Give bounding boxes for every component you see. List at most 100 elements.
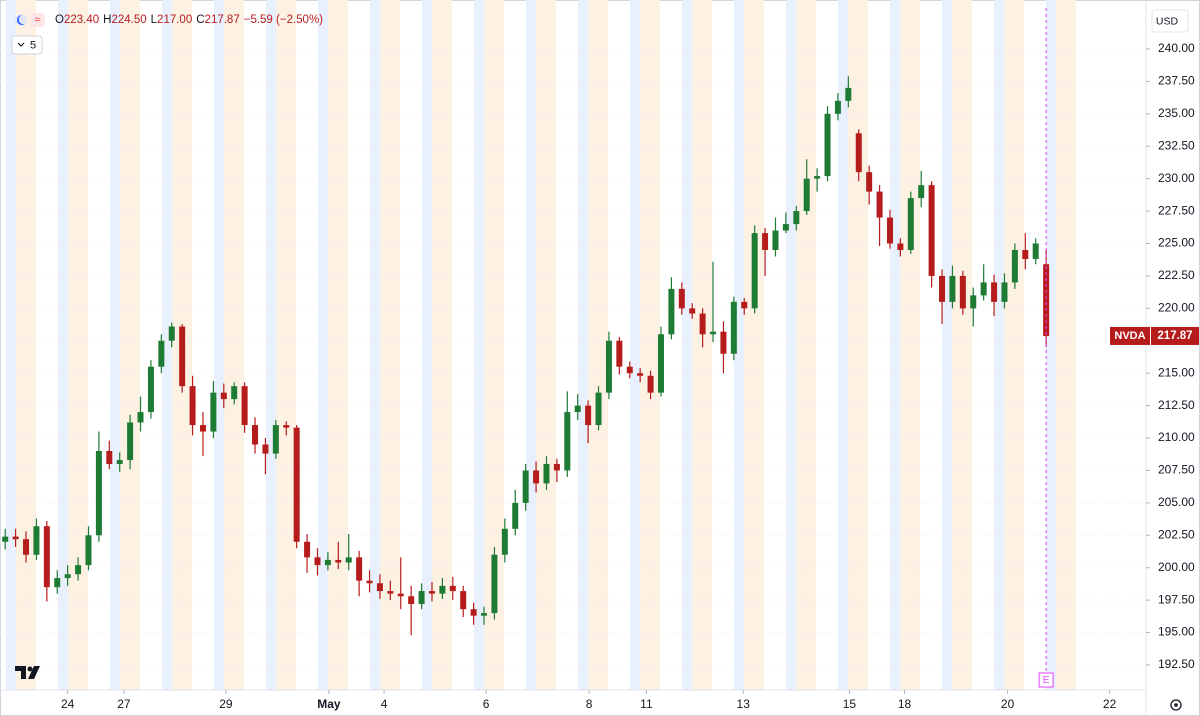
x-tick-label: May — [317, 697, 341, 711]
candle-body — [439, 585, 446, 594]
candle-body — [970, 295, 977, 309]
candle-body — [793, 211, 800, 225]
currency-button[interactable]: USD — [1151, 9, 1189, 33]
afterhours-band — [952, 0, 972, 690]
y-tick-label: 192.50 — [1158, 657, 1195, 671]
candle-body — [376, 583, 383, 592]
premarket-band — [214, 0, 224, 690]
candle-body — [54, 578, 61, 588]
chevron — [17, 42, 25, 47]
y-tick-label: 202.50 — [1158, 527, 1195, 541]
afterhours-band — [900, 0, 920, 690]
candle-body — [991, 282, 998, 302]
candle-body — [720, 331, 727, 354]
y-tick-label: 212.50 — [1158, 398, 1195, 412]
afterhours-band — [276, 0, 296, 690]
candle-body — [1001, 282, 1008, 302]
afterhours-band — [224, 0, 244, 690]
y-tick-label: 230.00 — [1158, 171, 1195, 185]
interval-box[interactable] — [11, 35, 43, 55]
candle-body — [345, 557, 352, 563]
y-tick-label: 197.50 — [1158, 592, 1195, 606]
candle-body — [397, 593, 404, 597]
x-tick-label: 22 — [1103, 697, 1117, 711]
candle-body — [866, 172, 873, 192]
premarket-band — [162, 0, 172, 690]
candle-body — [147, 366, 154, 413]
candle-body — [324, 559, 331, 566]
logo-dot — [27, 666, 33, 672]
afterhours-band — [120, 0, 140, 690]
premarket-band — [6, 0, 16, 690]
candle-body — [1032, 243, 1039, 260]
candle-body — [481, 613, 488, 616]
candle-body — [168, 326, 175, 341]
candle-body — [928, 185, 935, 276]
logo-v — [28, 666, 40, 679]
legend-value: 217.87 — [205, 14, 240, 26]
x-tick-label: 18 — [898, 697, 912, 711]
legend-value: 217.00 — [157, 14, 192, 26]
afterhours-band — [484, 0, 504, 690]
candle-body — [803, 178, 810, 212]
candle-body — [449, 585, 456, 592]
candle-body — [689, 308, 696, 314]
candle-body — [33, 526, 40, 555]
candle-body — [1011, 249, 1018, 283]
candle-body — [491, 554, 498, 614]
candle-body — [252, 425, 259, 445]
candle-body — [710, 331, 717, 335]
currency[interactable]: USD — [1156, 15, 1179, 27]
adj-icon — [30, 13, 45, 27]
candle-body — [387, 591, 394, 594]
x-tick-label: 20 — [1001, 697, 1015, 711]
candle-body — [678, 288, 685, 309]
candle-body — [522, 470, 529, 503]
premarket-band — [266, 0, 276, 690]
candle-body — [75, 565, 82, 575]
candle-body — [179, 326, 186, 387]
candle-body — [408, 596, 415, 605]
candle-body — [626, 366, 633, 374]
afterhours-band — [744, 0, 764, 690]
interval-button[interactable]: 5 — [11, 35, 43, 55]
premarket-band — [682, 0, 692, 690]
candle-body — [127, 422, 134, 461]
candle-body — [564, 412, 571, 471]
candle-body — [605, 340, 612, 393]
candle-body — [730, 301, 737, 354]
afterhours-band — [432, 0, 452, 690]
settings-button[interactable] — [1170, 699, 1182, 711]
y-tick-label: 200.00 — [1158, 560, 1195, 574]
afterhours-band — [848, 0, 868, 690]
y-tick-label: 225.00 — [1158, 236, 1195, 250]
premarket-band — [630, 0, 640, 690]
premarket-band — [422, 0, 432, 690]
interval[interactable]: 5 — [30, 39, 36, 51]
candle-body — [699, 313, 706, 335]
ohlc-legend: O223.40 H224.50 L217.00 C217.87 −5.59 (−2.50… — [55, 14, 323, 26]
premarket-band — [994, 0, 1004, 690]
candle-body — [897, 243, 904, 250]
legend-key: L — [151, 14, 158, 26]
candle-body — [668, 288, 675, 335]
symbol-tag — [1110, 326, 1150, 345]
candle-body — [272, 425, 279, 454]
y-tick-label: 237.50 — [1158, 74, 1195, 88]
settings-icon[interactable] — [1170, 699, 1182, 711]
candle-body — [158, 340, 165, 367]
candle-body — [762, 233, 769, 250]
candle-body — [814, 176, 821, 179]
y-tick-label: 210.00 — [1158, 430, 1195, 444]
candle-body — [314, 557, 321, 566]
y-tick-label: 215.00 — [1158, 365, 1195, 379]
candle-body — [64, 574, 71, 579]
currency-box[interactable] — [1151, 9, 1189, 33]
candle-body — [512, 502, 519, 529]
premarket-band — [318, 0, 328, 690]
candle-body — [366, 580, 373, 584]
candle-body — [553, 463, 560, 471]
candle-body — [293, 427, 300, 542]
afterhours-band — [1004, 0, 1024, 690]
candle-body — [43, 526, 50, 588]
